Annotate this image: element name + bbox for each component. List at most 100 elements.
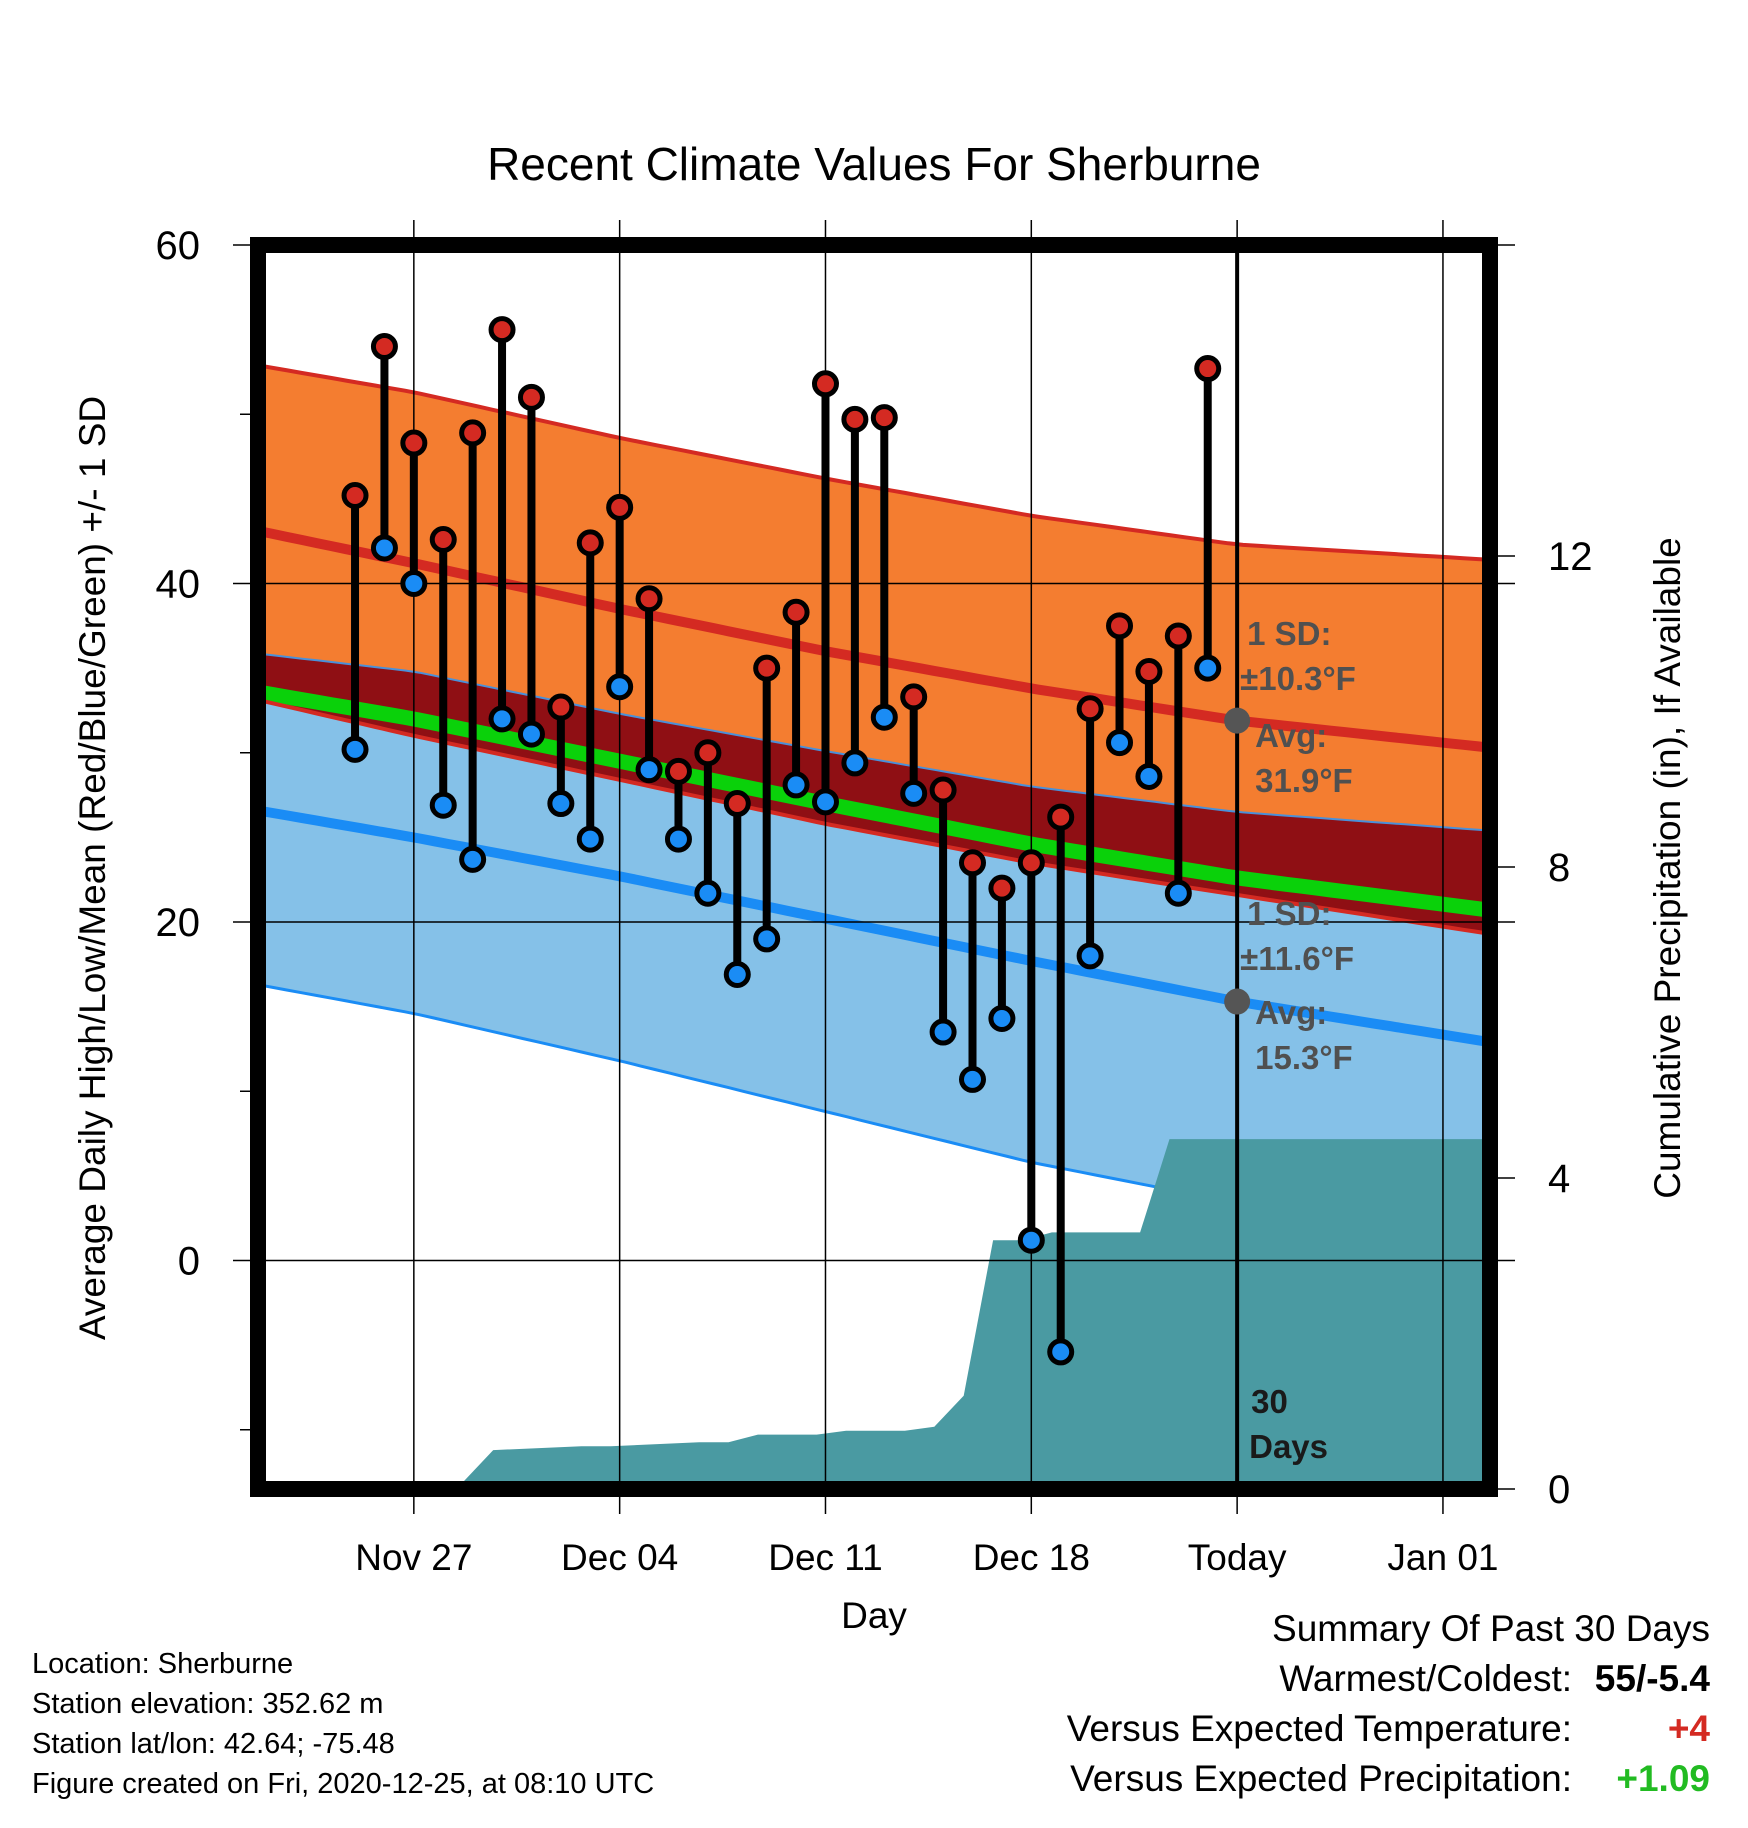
- low-temp-point: [400, 570, 428, 598]
- low-temp-point: [606, 673, 634, 701]
- low-plus-sd-line: [257, 697, 1491, 936]
- high-temp-point: [929, 776, 957, 804]
- low-temp-point: [635, 756, 663, 784]
- x-tick-label: Dec 18: [973, 1537, 1090, 1578]
- days-label: 30: [1251, 1383, 1288, 1420]
- low-avg-label: Avg:: [1255, 994, 1327, 1031]
- low-temp-point: [1194, 654, 1222, 682]
- low-temp-point: [782, 771, 810, 799]
- latlon-text: Station lat/lon: 42.64; -75.48: [32, 1728, 395, 1760]
- high-temp-point: [841, 405, 869, 433]
- y2-tick-label: 4: [1548, 1157, 1570, 1201]
- high-temp-point: [1076, 695, 1104, 723]
- high-temp-point: [1135, 658, 1163, 686]
- low-temp-point: [1076, 942, 1104, 970]
- low-temp-point: [429, 791, 457, 819]
- high-temp-point: [459, 419, 487, 447]
- high-temp-point: [488, 316, 516, 344]
- warmest-coldest-value: 55/-5.4: [1594, 1658, 1710, 1699]
- x-axis-label: Day: [841, 1595, 907, 1636]
- y-axis-label: Average Daily High/Low/Mean (Red/Blue/Gr…: [72, 396, 113, 1340]
- low-temp-point: [1017, 1226, 1045, 1254]
- high-temp-point: [694, 739, 722, 767]
- high-temp-point: [988, 874, 1016, 902]
- high-temp-point: [723, 790, 751, 818]
- low-sd-value: ±11.6°F: [1240, 940, 1354, 977]
- x-tick-label: Nov 27: [355, 1537, 472, 1578]
- high-avg-label: Avg:: [1255, 717, 1327, 754]
- low-temp-point: [517, 720, 545, 748]
- summary-panel: Summary Of Past 30 Days Warmest/Coldest:…: [1067, 1608, 1710, 1808]
- high-temp-point: [1164, 622, 1192, 650]
- low-temp-point: [900, 779, 928, 807]
- high-temp-point: [1047, 803, 1075, 831]
- high-avg-value: 31.9°F: [1255, 762, 1353, 799]
- x-tick-label: Jan 01: [1387, 1537, 1498, 1578]
- temp-vs-expected-label: Versus Expected Temperature:: [1066, 1708, 1572, 1749]
- high-temp-point: [664, 757, 692, 785]
- high-avg-marker: [1224, 707, 1251, 734]
- high-temp-point: [341, 481, 369, 509]
- high-plus-sd-line: [257, 363, 1491, 562]
- warmest-coldest-label: Warmest/Coldest:: [1279, 1658, 1572, 1699]
- precip-vs-expected-label: Versus Expected Precipitation:: [1070, 1758, 1572, 1799]
- station-info: Location: Sherburne Station elevation: 3…: [32, 1644, 654, 1804]
- high-temp-point: [782, 598, 810, 626]
- plot-area: 1 SD: ±10.3°F Avg: 31.9°F 1 SD: ±11.6°F Avg: 15…: [156, 220, 1593, 1578]
- high-temp-point: [959, 849, 987, 877]
- high-temp-point: [753, 654, 781, 682]
- low-temp-point: [929, 1018, 957, 1046]
- high-temp-point: [517, 383, 545, 411]
- high-temp-point: [1194, 355, 1222, 383]
- y-tick-label: 60: [156, 224, 201, 268]
- location-text: Location: Sherburne: [32, 1648, 294, 1680]
- high-temp-point: [900, 683, 928, 711]
- high-temp-point: [429, 525, 457, 553]
- x-tick-label: Dec 11: [768, 1537, 883, 1578]
- low-temp-point: [959, 1065, 987, 1093]
- low-sd-label: 1 SD:: [1247, 895, 1331, 932]
- high-temp-point: [547, 693, 575, 721]
- low-temp-point: [1106, 729, 1134, 757]
- high-temp-point: [1017, 849, 1045, 877]
- y2-tick-label: 12: [1548, 535, 1593, 579]
- high-temp-point: [606, 493, 634, 521]
- high-sd-label: 1 SD:: [1247, 615, 1331, 652]
- high-sd-value: ±10.3°F: [1240, 660, 1356, 697]
- created-text: Figure created on Fri, 2020-12-25, at 08…: [32, 1768, 655, 1800]
- low-temp-point: [488, 705, 516, 733]
- low-temp-point: [459, 845, 487, 873]
- high-temp-point: [1106, 612, 1134, 640]
- temp-vs-expected-value: +4: [1667, 1708, 1710, 1749]
- low-temp-point: [753, 925, 781, 953]
- high-temp-point: [400, 429, 428, 457]
- low-temp-point: [547, 790, 575, 818]
- plot-frame: [250, 237, 1498, 1497]
- mean-line: [256, 684, 1491, 918]
- chart-title: Recent Climate Values For Sherburne: [487, 138, 1261, 190]
- low-sd-band: [258, 699, 1490, 1256]
- low-avg-line: [257, 805, 1491, 1048]
- high-avg-line: [257, 526, 1491, 753]
- y2-tick-label: 8: [1548, 846, 1570, 890]
- y2-tick-label: 0: [1548, 1468, 1570, 1512]
- high-temp-point: [635, 585, 663, 613]
- low-temp-point: [988, 1004, 1016, 1032]
- y-tick-label: 40: [156, 563, 201, 607]
- low-temp-point: [870, 703, 898, 731]
- precip-vs-expected-value: +1.09: [1616, 1758, 1710, 1799]
- high-temp-point: [370, 333, 398, 361]
- low-avg-marker: [1224, 988, 1251, 1015]
- low-temp-point: [576, 825, 604, 853]
- precip-area: [258, 1139, 1490, 1489]
- low-temp-point: [370, 534, 398, 562]
- x-tick-label: Dec 04: [561, 1537, 678, 1578]
- low-temp-point: [1164, 879, 1192, 907]
- y-tick-label: 20: [156, 901, 201, 945]
- low-temp-point: [811, 788, 839, 816]
- low-avg-value: 15.3°F: [1255, 1039, 1353, 1076]
- low-temp-point: [664, 825, 692, 853]
- high-minus-sd-line: [257, 652, 1491, 832]
- y2-axis-label: Cumulative Precipitation (in), If Availa…: [1647, 537, 1688, 1199]
